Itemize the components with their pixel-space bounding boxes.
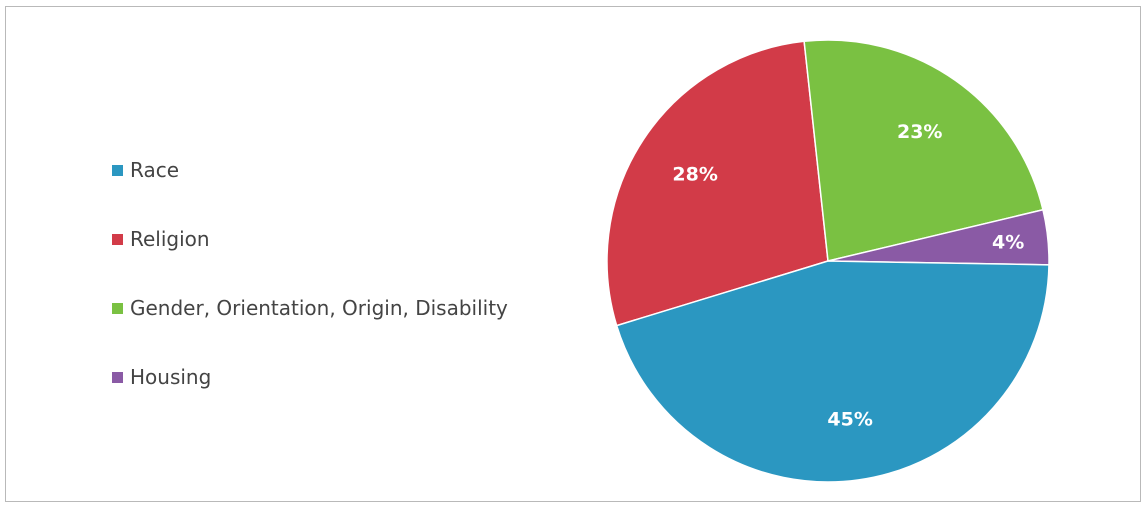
legend-swatch-race <box>112 164 123 176</box>
pie-label-gender-orientation-origin-disability: 23% <box>897 121 942 143</box>
legend-item-race: Race <box>112 150 572 190</box>
legend: Race Religion Gender, Orientation, Origi… <box>112 150 572 426</box>
pie-label-religion: 28% <box>672 163 717 185</box>
chart-frame <box>5 6 1141 502</box>
legend-swatch-housing <box>112 371 123 383</box>
pie-labels: 28% 23% 4% 45% <box>672 121 1024 431</box>
pie-slices <box>606 39 1050 483</box>
legend-swatch-gender-orientation-origin-disability <box>112 302 123 314</box>
legend-swatch-religion <box>112 233 123 245</box>
legend-label-race: Race <box>130 158 180 182</box>
legend-label-religion: Religion <box>130 227 210 251</box>
pie-slice-gender-orientation-origin-disability <box>803 39 1044 262</box>
legend-item-gender-orientation-origin-disability: Gender, Orientation, Origin, Disability <box>112 288 572 328</box>
pie-label-housing: 4% <box>992 231 1024 253</box>
legend-label-gender-orientation-origin-disability: Gender, Orientation, Origin, Disability <box>130 296 508 320</box>
legend-item-housing: Housing <box>112 357 572 397</box>
legend-item-religion: Religion <box>112 219 572 259</box>
pie-slice-religion <box>606 40 829 327</box>
pie-label-race: 45% <box>827 409 872 431</box>
pie-slice-race <box>615 260 1050 483</box>
legend-label-housing: Housing <box>130 365 212 389</box>
